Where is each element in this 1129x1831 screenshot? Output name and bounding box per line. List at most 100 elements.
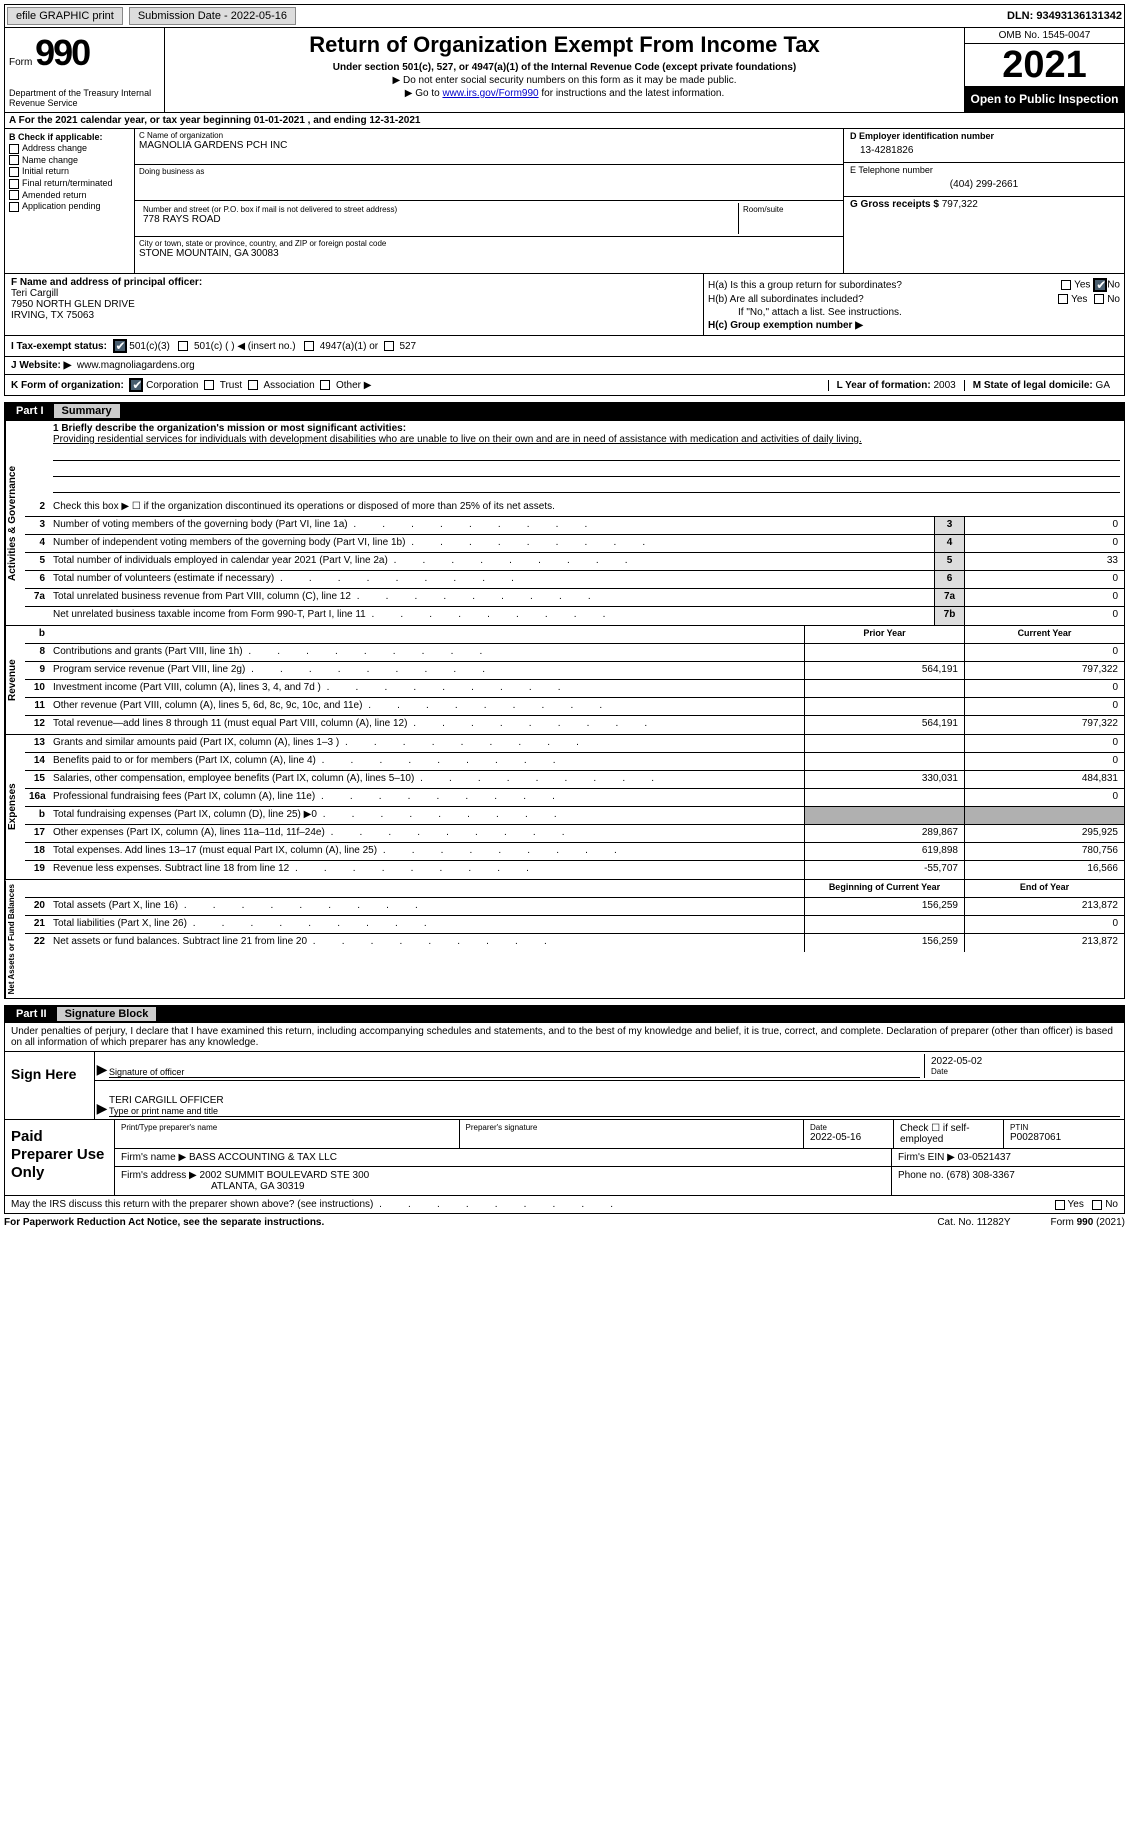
summary-revenue: Revenue b Prior Year Current Year 8 Cont… bbox=[4, 626, 1125, 735]
blank-line bbox=[53, 479, 1120, 493]
line-20: 20 Total assets (Part X, line 16) 156,25… bbox=[25, 898, 1124, 916]
phone-value: (678) 308-3367 bbox=[946, 1170, 1014, 1181]
calyear-b: , and ending bbox=[305, 115, 369, 126]
gross-label: G Gross receipts $ bbox=[850, 199, 942, 210]
firm-name-value: BASS ACCOUNTING & TAX LLC bbox=[189, 1152, 337, 1163]
website-row: J Website: ▶ www.magnoliagardens.org bbox=[4, 357, 1125, 375]
group-return: H(a) Is this a group return for subordin… bbox=[704, 274, 1124, 335]
tel-value: (404) 299-2661 bbox=[850, 175, 1118, 194]
line-17: 17 Other expenses (Part IX, column (A), … bbox=[25, 825, 1124, 843]
irs-link[interactable]: www.irs.gov/Form990 bbox=[442, 88, 538, 99]
chk-other[interactable] bbox=[320, 380, 330, 390]
sig-date-cell: 2022-05-02 Date bbox=[924, 1054, 1124, 1078]
prep-row-2: Firm's name ▶ BASS ACCOUNTING & TAX LLC … bbox=[115, 1149, 1124, 1167]
chk-trust[interactable] bbox=[204, 380, 214, 390]
col-end: End of Year bbox=[964, 880, 1124, 897]
efile-print-button[interactable]: efile GRAPHIC print bbox=[7, 7, 123, 25]
col-c-org: C Name of organization MAGNOLIA GARDENS … bbox=[135, 129, 844, 273]
hc-row: H(c) Group exemption number ▶ bbox=[708, 320, 1120, 331]
gross-cell: G Gross receipts $ 797,322 bbox=[844, 197, 1124, 229]
officer-addr1: 7950 NORTH GLEN DRIVE bbox=[11, 299, 135, 310]
chk-initial-return[interactable]: Initial return bbox=[9, 166, 130, 177]
dba-cell: Doing business as bbox=[135, 165, 843, 201]
vtab-governance: Activities & Governance bbox=[5, 421, 25, 625]
note-instructions: Go to www.irs.gov/Form990 for instructio… bbox=[169, 88, 960, 99]
org-name-label: C Name of organization bbox=[139, 131, 839, 140]
discuss-no[interactable] bbox=[1092, 1200, 1102, 1210]
header-left: Form 990 Department of the Treasury Inte… bbox=[5, 28, 165, 112]
header-mid: Return of Organization Exempt From Incom… bbox=[165, 28, 964, 112]
chk-amended-return[interactable]: Amended return bbox=[9, 190, 130, 201]
summary-expenses: Expenses 13 Grants and similar amounts p… bbox=[4, 735, 1125, 880]
firm-ein-value: 03-0521437 bbox=[958, 1152, 1011, 1163]
chk-501c3[interactable] bbox=[113, 339, 127, 353]
calyear-a: A For the 2021 calendar year, or tax yea… bbox=[9, 115, 254, 126]
website-value: www.magnoliagardens.org bbox=[77, 360, 195, 371]
col-b-checkboxes: B Check if applicable: Address change Na… bbox=[5, 129, 135, 273]
state-domicile: M State of legal domicile: GA bbox=[964, 380, 1118, 391]
col-current-year: Current Year bbox=[964, 626, 1124, 643]
dept-label: Department of the Treasury Internal Reve… bbox=[9, 88, 160, 108]
line-19: 19 Revenue less expenses. Subtract line … bbox=[25, 861, 1124, 879]
discuss-yes[interactable] bbox=[1055, 1200, 1065, 1210]
summary-governance: Activities & Governance 1 Briefly descri… bbox=[4, 420, 1125, 626]
footer-catno: Cat. No. 11282Y bbox=[937, 1217, 1010, 1228]
line-10: 10 Investment income (Part VIII, column … bbox=[25, 680, 1124, 698]
header-right: OMB No. 1545-0047 2021 Open to Public In… bbox=[964, 28, 1124, 112]
chk-527[interactable] bbox=[384, 341, 394, 351]
ha-yes[interactable] bbox=[1061, 280, 1071, 290]
sig-date-label: Date bbox=[931, 1067, 1118, 1076]
ein-label: D Employer identification number bbox=[850, 131, 994, 141]
sig-officer-field[interactable]: Signature of officer bbox=[109, 1055, 920, 1078]
dln: DLN: 93493136131342 bbox=[1007, 10, 1122, 22]
line-11: 11 Other revenue (Part VIII, column (A),… bbox=[25, 698, 1124, 716]
gov-row-7a: 7a Total unrelated business revenue from… bbox=[25, 589, 1124, 607]
calendar-year-row: A For the 2021 calendar year, or tax yea… bbox=[4, 113, 1125, 129]
line-2: 2 Check this box ▶ ☐ if the organization… bbox=[25, 499, 1124, 517]
prep-sig-label: Preparer's signature bbox=[466, 1123, 798, 1132]
chk-final-return[interactable]: Final return/terminated bbox=[9, 178, 130, 189]
kform-row: K Form of organization: Corporation Trus… bbox=[4, 375, 1125, 396]
top-bar: efile GRAPHIC print Submission Date - 20… bbox=[4, 4, 1125, 28]
submission-date-button[interactable]: Submission Date - 2022-05-16 bbox=[129, 7, 296, 25]
hb-no[interactable] bbox=[1094, 294, 1104, 304]
form-title: Return of Organization Exempt From Incom… bbox=[169, 32, 960, 58]
city-cell: City or town, state or province, country… bbox=[135, 237, 843, 273]
part-ii-title: Signature Block bbox=[57, 1007, 157, 1021]
chk-assoc[interactable] bbox=[248, 380, 258, 390]
sig-officer-line: ▶ Signature of officer 2022-05-02 Date bbox=[95, 1052, 1124, 1081]
footer-formref: Form 990 (2021) bbox=[1051, 1217, 1125, 1228]
footer-paperwork: For Paperwork Reduction Act Notice, see … bbox=[4, 1217, 324, 1228]
ein-cell: D Employer identification number 13-4281… bbox=[844, 129, 1124, 163]
sig-name-field[interactable]: TERI CARGILL OFFICER Type or print name … bbox=[109, 1083, 1120, 1117]
chk-name-change[interactable]: Name change bbox=[9, 155, 130, 166]
calyear-begin: 01-01-2021 bbox=[254, 115, 305, 126]
chk-corp[interactable] bbox=[129, 378, 143, 392]
chk-4947[interactable] bbox=[304, 341, 314, 351]
chk-address-change[interactable]: Address change bbox=[9, 143, 130, 154]
dba-label: Doing business as bbox=[139, 167, 839, 176]
prep-self-employed[interactable]: Check ☐ if self-employed bbox=[894, 1120, 1004, 1148]
sig-date-value: 2022-05-02 bbox=[931, 1056, 1118, 1067]
ptin-label: PTIN bbox=[1010, 1123, 1118, 1132]
firm-addr-label: Firm's address ▶ bbox=[121, 1170, 197, 1181]
ein-value: 13-4281826 bbox=[850, 141, 1118, 160]
form-subtitle: Under section 501(c), 527, or 4947(a)(1)… bbox=[169, 62, 960, 73]
chk-application-pending[interactable]: Application pending bbox=[9, 201, 130, 212]
mission-text: Providing residential services for indiv… bbox=[53, 434, 862, 445]
hb-yes[interactable] bbox=[1058, 294, 1068, 304]
blank-line bbox=[53, 463, 1120, 477]
form-number: 990 bbox=[35, 32, 89, 73]
chk-501c[interactable] bbox=[178, 341, 188, 351]
line-16a: 16a Professional fundraising fees (Part … bbox=[25, 789, 1124, 807]
hb2-row: If "No," attach a list. See instructions… bbox=[708, 307, 1120, 318]
sig-declaration: Under penalties of perjury, I declare th… bbox=[5, 1023, 1124, 1052]
line-15: 15 Salaries, other compensation, employe… bbox=[25, 771, 1124, 789]
ha-no[interactable] bbox=[1093, 278, 1107, 292]
prep-row-3: Firm's address ▶ 2002 SUMMIT BOULEVARD S… bbox=[115, 1167, 1124, 1195]
line-22: 22 Net assets or fund balances. Subtract… bbox=[25, 934, 1124, 952]
vtab-expenses: Expenses bbox=[5, 735, 25, 879]
line-13: 13 Grants and similar amounts paid (Part… bbox=[25, 735, 1124, 753]
rev-header-row: b Prior Year Current Year bbox=[25, 626, 1124, 644]
f-label: F Name and address of principal officer: bbox=[11, 277, 202, 288]
